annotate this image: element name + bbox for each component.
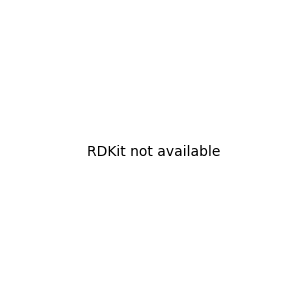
Text: RDKit not available: RDKit not available [87, 145, 220, 158]
